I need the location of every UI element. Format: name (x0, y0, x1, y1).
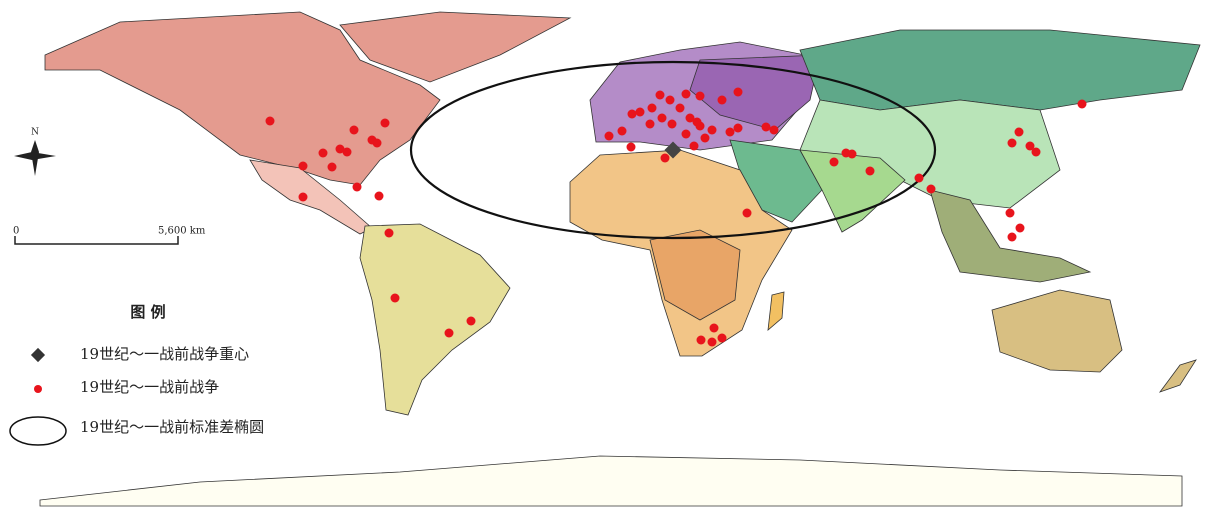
war-center (664, 141, 682, 159)
north-arrow: N (14, 128, 56, 176)
madagascar (767, 291, 785, 331)
central-africa (649, 229, 741, 321)
war-point (675, 103, 685, 113)
war-point (444, 328, 454, 338)
war-point (298, 192, 308, 202)
war-point (627, 109, 637, 119)
war-points (265, 87, 1087, 347)
war-point (298, 161, 308, 171)
std-ellipse (409, 60, 937, 240)
war-point (829, 157, 839, 167)
war-point (709, 323, 719, 333)
war-point (384, 228, 394, 238)
war-point (717, 95, 727, 105)
war-point (914, 173, 924, 183)
war-point (390, 293, 400, 303)
war-point (742, 208, 752, 218)
war-point (617, 126, 627, 136)
war-point (761, 122, 771, 132)
war-point (725, 127, 735, 137)
war-point (681, 129, 691, 139)
war-point (847, 149, 857, 159)
legend-item: 19世纪～一战前标准差椭圆 (80, 418, 264, 436)
war-point (372, 138, 382, 148)
war-point (604, 131, 614, 141)
war-point (1005, 208, 1015, 218)
antarctica (39, 455, 1183, 507)
war-point (1014, 127, 1024, 137)
new-zealand (1158, 359, 1197, 393)
war-point (665, 95, 675, 105)
war-point (265, 116, 275, 126)
legend-title: 图 例 (130, 303, 165, 321)
south-america (359, 223, 511, 416)
war-point (380, 118, 390, 128)
legend: 图 例 19世纪～一战前战争重心 19世纪～一战前战争 19世纪～一战前标准差椭… (9, 303, 264, 446)
scale-start: 0 (13, 226, 19, 237)
war-point (769, 125, 779, 135)
war-point (655, 90, 665, 100)
war-point (318, 148, 328, 158)
legend-item: 19世纪～一战前战争重心 (80, 345, 249, 363)
war-point (681, 89, 691, 99)
war-point (700, 133, 710, 143)
war-point (696, 335, 706, 345)
war-point (1031, 147, 1041, 157)
war-point (1007, 138, 1017, 148)
scale-end: 5,600 km (158, 226, 206, 237)
war-point (1025, 141, 1035, 151)
war-point (342, 147, 352, 157)
legend-symbol (30, 347, 46, 363)
war-point (707, 337, 717, 347)
war-point (1015, 223, 1025, 233)
legend-item: 19世纪～一战前战争 (80, 378, 219, 396)
war-point (1077, 99, 1087, 109)
war-point (657, 113, 667, 123)
scale-bar: 0 5,600 km (13, 226, 206, 245)
southeast-asia (929, 189, 1092, 283)
war-point (374, 191, 384, 201)
war-point (635, 107, 645, 117)
war-point (1007, 232, 1017, 242)
war-point (707, 125, 717, 135)
war-point (695, 91, 705, 101)
south-asia (799, 149, 906, 233)
war-point (667, 119, 677, 129)
russia (799, 29, 1201, 111)
war-point (645, 119, 655, 129)
north-label: N (31, 128, 39, 138)
war-point (352, 182, 362, 192)
war-point (733, 123, 743, 133)
greenland (339, 11, 572, 83)
war-point (466, 316, 476, 326)
war-point (692, 117, 702, 127)
australia (991, 289, 1123, 373)
legend-symbol (34, 385, 42, 393)
war-point (626, 142, 636, 152)
war-point (689, 141, 699, 151)
war-point (335, 144, 345, 154)
war-point (685, 113, 695, 123)
war-point (733, 87, 743, 97)
north-america (44, 11, 441, 186)
war-point (660, 153, 670, 163)
war-point (327, 162, 337, 172)
war-point (717, 333, 727, 343)
war-point (865, 166, 875, 176)
legend-symbol (9, 416, 67, 446)
war-point (349, 125, 359, 135)
central-america (249, 159, 373, 235)
war-point (926, 184, 936, 194)
war-point (647, 103, 657, 113)
